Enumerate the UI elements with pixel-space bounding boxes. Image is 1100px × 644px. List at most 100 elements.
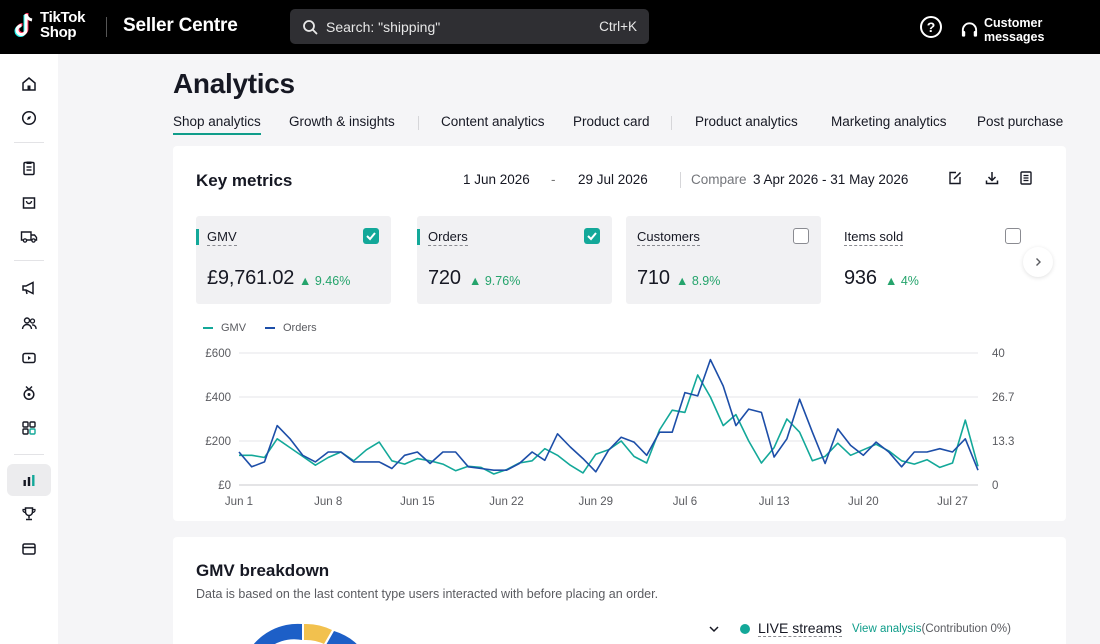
finance-icon (22, 543, 36, 555)
gmv-donut-chart (253, 623, 357, 644)
search-bar[interactable]: Search: "shipping" Ctrl+K (290, 9, 649, 44)
tab-content-analytics[interactable]: Content analytics (441, 114, 545, 129)
sidebar-item-apps[interactable] (7, 412, 51, 444)
date-range-dash: - (551, 172, 556, 187)
sidebar-item-affiliate[interactable] (7, 307, 51, 339)
metric-change: ▲ 9.46% (299, 274, 351, 288)
next-metrics-button[interactable] (1023, 247, 1053, 277)
sidebar-divider (14, 260, 44, 261)
customer-messages-label: Customer messages (983, 16, 1045, 44)
legend-label: GMV (221, 322, 247, 334)
sidebar-item-marketing[interactable] (7, 272, 51, 304)
sidebar-item-home[interactable] (7, 68, 51, 100)
sidebar-item-products[interactable] (7, 186, 51, 218)
donut-segment (253, 623, 302, 644)
y-left-tick-label: £200 (205, 436, 231, 448)
metric-value: 936 (844, 267, 877, 289)
gmv-breakdown-card: GMV breakdown Data is based on the last … (173, 537, 1066, 644)
x-tick-label: Jul 20 (848, 496, 879, 508)
sidebar-item-explore[interactable] (7, 102, 51, 134)
x-tick-label: Jun 8 (314, 496, 342, 508)
y-right-tick-label: 0 (992, 480, 998, 492)
legend-item-gmv[interactable]: GMV (203, 322, 246, 334)
marketing-icon (22, 281, 34, 295)
metric-change: ▲ 4% (885, 274, 919, 288)
sidebar-item-finance[interactable] (7, 533, 51, 565)
x-tick-label: Jun 15 (400, 496, 435, 508)
y-right-tick-label: 26.7 (992, 392, 1014, 404)
home-icon (22, 77, 36, 91)
tab-product-card[interactable]: Product card (573, 114, 650, 129)
tab-shop-analytics[interactable]: Shop analytics (173, 114, 261, 135)
metric-name: GMV (207, 229, 237, 246)
date-end[interactable]: 29 Jul 2026 (578, 172, 648, 187)
trophy-icon (22, 507, 36, 521)
sidebar (0, 54, 58, 644)
tiktok-shop-logo[interactable]: TikTok Shop (14, 10, 85, 40)
tab-post-purchase[interactable]: Post purchase (977, 114, 1064, 129)
explore-icon (21, 110, 37, 126)
tab-growth-insights[interactable]: Growth & insights (289, 114, 395, 129)
breakdown-row-live-streams: LIVE streams View analysis (Contribution… (708, 620, 1011, 637)
metric-change-value: 9.76% (484, 274, 521, 288)
x-tick-label: Jun 1 (225, 496, 253, 508)
metric-card-orders[interactable]: Orders 720 ▲ 9.76% (417, 216, 612, 304)
metric-card-items-sold[interactable]: Items sold 936 ▲ 4% (833, 216, 1028, 304)
legend-item-orders[interactable]: Orders (265, 322, 317, 334)
date-start[interactable]: 1 Jun 2026 (463, 172, 530, 187)
metric-color-bar (196, 229, 199, 245)
donut-segment (326, 631, 357, 644)
metric-color-bar (417, 229, 420, 245)
customer-messages-button[interactable]: Customer messages (960, 16, 1100, 44)
x-tick-label: Jul 27 (937, 496, 968, 508)
sidebar-item-shipping[interactable] (7, 220, 51, 252)
view-analysis-link[interactable]: View analysis (852, 622, 922, 635)
gmv-orders-line-chart: £0 0 £200 13.3 £400 26.7 £600 40 Jun 1 Jun 8 Jun 1… (205, 348, 1014, 508)
analytics-icon (23, 475, 35, 486)
metric-card-customers[interactable]: Customers 710 ▲ 8.9% (626, 216, 821, 304)
brand-title[interactable]: Seller Centre (123, 15, 238, 36)
sidebar-item-analytics[interactable] (7, 464, 51, 496)
metric-card-gmv[interactable]: GMV £9,761.02 ▲ 9.46% (196, 216, 391, 304)
chevron-down-icon[interactable] (708, 623, 720, 635)
series-line-orders (238, 358, 979, 473)
sidebar-item-growth[interactable] (7, 498, 51, 530)
sidebar-item-rewards[interactable] (7, 377, 51, 409)
metric-value: 720 (428, 267, 461, 289)
metric-checkbox-orders[interactable] (584, 228, 600, 244)
y-right-tick-label: 13.3 (992, 436, 1014, 448)
sidebar-item-orders[interactable] (7, 152, 51, 184)
sidebar-item-live-video[interactable] (7, 342, 51, 374)
metric-checkbox-gmv[interactable] (363, 228, 379, 244)
live-video-icon (22, 352, 36, 364)
metric-change-value: 8.9% (691, 274, 721, 288)
tab-marketing-analytics[interactable]: Marketing analytics (831, 114, 947, 129)
metric-name: Items sold (844, 229, 904, 246)
breakdown-name: LIVE streams (758, 620, 843, 637)
compare-label: Compare (691, 172, 747, 187)
legend-swatch (265, 327, 275, 329)
metric-checkbox-items-sold[interactable] (1005, 228, 1021, 244)
metric-checkbox-customers[interactable] (793, 228, 809, 244)
metric-change: ▲ 8.9% (676, 274, 721, 288)
help-icon[interactable]: ? (920, 16, 942, 38)
live-streams-dot (740, 623, 750, 634)
report-icon[interactable] (1018, 170, 1036, 188)
compare-range[interactable]: 3 Apr 2026 - 31 May 2026 (753, 172, 909, 187)
y-right-tick-label: 40 (992, 348, 1005, 360)
gmv-breakdown-subtitle: Data is based on the last content type u… (196, 587, 659, 601)
key-metrics-card: Key metrics 1 Jun 2026 - 29 Jul 2026 Com… (173, 146, 1066, 521)
donut-segment (304, 623, 332, 644)
legend-swatch (203, 327, 213, 329)
rewards-icon (23, 386, 35, 401)
edit-icon[interactable] (947, 170, 965, 188)
search-shortcut: Ctrl+K (599, 19, 637, 34)
headset-icon (961, 22, 978, 37)
download-icon[interactable] (984, 170, 1002, 188)
x-tick-label: Jun 29 (578, 496, 613, 508)
y-left-tick-label: £400 (205, 392, 231, 404)
orders-icon (23, 161, 35, 176)
tab-product-analytics[interactable]: Product analytics (695, 114, 798, 129)
tab-divider (418, 116, 419, 130)
top-bar: TikTok Shop Seller Centre Search: "shipp… (0, 0, 1100, 54)
